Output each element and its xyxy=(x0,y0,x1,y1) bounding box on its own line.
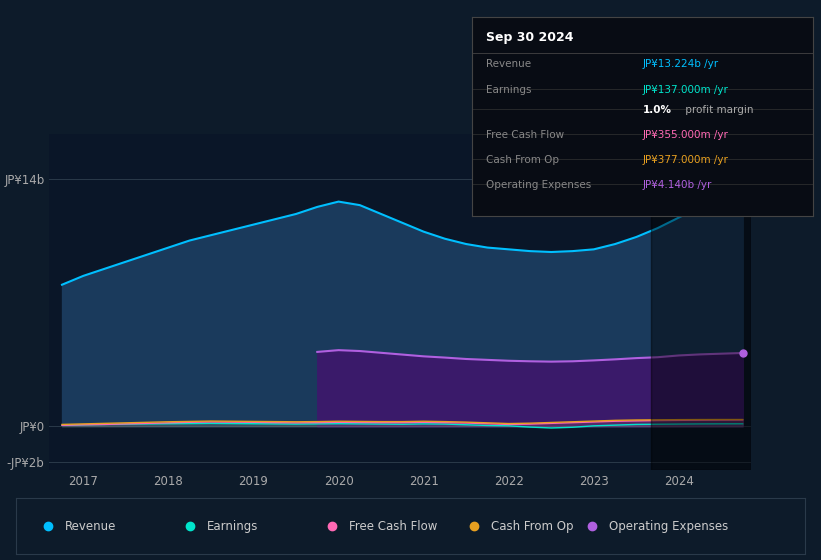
Text: 1.0%: 1.0% xyxy=(643,105,672,115)
Text: Free Cash Flow: Free Cash Flow xyxy=(486,130,564,140)
Text: Free Cash Flow: Free Cash Flow xyxy=(349,520,438,533)
Text: Operating Expenses: Operating Expenses xyxy=(609,520,728,533)
Text: Cash From Op: Cash From Op xyxy=(486,155,559,165)
Text: Earnings: Earnings xyxy=(486,85,531,95)
Bar xyxy=(651,134,751,470)
Text: Earnings: Earnings xyxy=(207,520,259,533)
Text: JP¥377.000m /yr: JP¥377.000m /yr xyxy=(643,155,728,165)
Text: JP¥137.000m /yr: JP¥137.000m /yr xyxy=(643,85,728,95)
Text: profit margin: profit margin xyxy=(681,105,753,115)
Text: Revenue: Revenue xyxy=(66,520,117,533)
Text: JP¥13.224b /yr: JP¥13.224b /yr xyxy=(643,59,718,68)
Text: Revenue: Revenue xyxy=(486,59,531,68)
Text: Operating Expenses: Operating Expenses xyxy=(486,180,591,190)
Text: Cash From Op: Cash From Op xyxy=(491,520,573,533)
Text: JP¥355.000m /yr: JP¥355.000m /yr xyxy=(643,130,728,140)
Text: JP¥4.140b /yr: JP¥4.140b /yr xyxy=(643,180,712,190)
Text: Sep 30 2024: Sep 30 2024 xyxy=(486,31,573,44)
